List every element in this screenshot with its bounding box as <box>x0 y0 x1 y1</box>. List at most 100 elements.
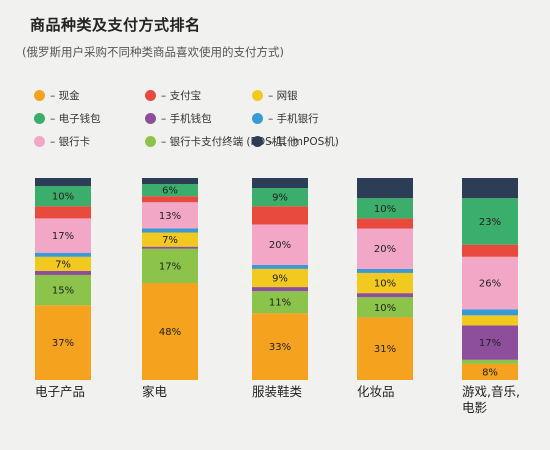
legend-item: – 银行卡支付终端 (POS机、mPOS机) <box>145 134 339 149</box>
bar-segment <box>252 224 308 265</box>
bar-segment <box>252 287 308 292</box>
legend-label: – 支付宝 <box>161 90 202 102</box>
bar-segment <box>35 252 91 257</box>
data-label: 10% <box>374 303 396 314</box>
bar-segment <box>142 283 198 380</box>
bar-segment <box>35 270 91 275</box>
bar-segment <box>35 274 91 306</box>
chart-subtitle: (俄罗斯用户采购不同种类商品喜欢使用的支付方式) <box>22 45 284 59</box>
legend-label: – 银行卡支付终端 (POS机、mPOS机) <box>161 136 339 148</box>
legend-label: – 网银 <box>268 90 298 102</box>
legend-label: – 银行卡 <box>50 136 91 148</box>
legend-item: – 手机钱包 <box>145 111 212 126</box>
data-label: 17% <box>52 231 74 242</box>
category-label: 游戏,音乐, <box>462 384 520 399</box>
legend-item: – 其他 <box>252 134 298 149</box>
bar-segment <box>142 196 198 203</box>
bar-segment <box>357 228 413 269</box>
legend: – 现金 – 电子钱包 – 银行卡 – 支付宝 – 手机钱包 – 银行卡支付终端 (POS… <box>0 0 550 170</box>
bar-segment <box>142 248 198 284</box>
data-label: 13% <box>159 211 181 222</box>
bar-segment <box>252 291 308 314</box>
legend-item: – 电子钱包 <box>34 111 101 126</box>
data-label: 7% <box>55 259 71 270</box>
data-label: 8% <box>482 367 498 378</box>
legend-label: – 电子钱包 <box>50 113 101 125</box>
legend-swatch-icon <box>34 90 45 101</box>
data-label: 6% <box>162 186 178 197</box>
data-label: 37% <box>52 338 74 349</box>
category-label: 服装鞋类 <box>252 384 303 399</box>
legend-item: – 现金 <box>34 88 80 103</box>
legend-swatch-icon <box>34 136 45 147</box>
bar-segment <box>35 186 91 207</box>
data-label: 20% <box>269 240 291 251</box>
bar-segment <box>357 317 413 380</box>
data-label: 9% <box>272 273 288 284</box>
bar-segment <box>252 206 308 225</box>
bar-segment <box>462 178 518 199</box>
legend-swatch-icon <box>145 136 156 147</box>
bar-segment <box>462 359 518 364</box>
data-label: 20% <box>374 244 396 255</box>
legend-swatch-icon <box>145 90 156 101</box>
data-label: 10% <box>374 279 396 290</box>
bar-segment <box>462 244 518 257</box>
category-label: 家电 <box>142 384 168 399</box>
bar-segment <box>252 313 308 380</box>
bar-segment <box>252 178 308 189</box>
legend-swatch-icon <box>145 113 156 124</box>
bar-segment <box>35 218 91 253</box>
legend-label: – 手机银行 <box>268 113 319 125</box>
legend-label: – 现金 <box>50 90 80 102</box>
bar-segment <box>357 178 413 199</box>
bar-segment <box>142 178 198 185</box>
bar-segment <box>252 268 308 288</box>
data-label: 7% <box>162 235 178 246</box>
bar-segment <box>142 202 198 229</box>
legend-item: – 手机银行 <box>252 111 319 126</box>
data-label: 48% <box>159 327 181 338</box>
bar-segment <box>35 178 91 187</box>
data-label: 26% <box>479 279 501 290</box>
bar-segment <box>142 246 198 249</box>
bar-segment <box>357 198 413 219</box>
legend-swatch-icon <box>252 113 263 124</box>
bar-segment <box>462 198 518 245</box>
chart-title: 商品种类及支付方式排名 <box>30 16 201 34</box>
bar-segment <box>142 184 198 197</box>
bar-segment <box>462 325 518 360</box>
legend-item: – 支付宝 <box>145 88 201 103</box>
bar-segment <box>357 272 413 294</box>
bar-segment <box>357 268 413 273</box>
data-label: 9% <box>272 193 288 204</box>
bar-segment <box>35 305 91 380</box>
category-label: 电子产品 <box>35 384 85 399</box>
bar-segment <box>252 264 308 269</box>
bar-segment <box>142 232 198 247</box>
bar-segment <box>462 256 518 310</box>
bar-segment <box>462 315 518 326</box>
legend-swatch-icon <box>252 90 263 101</box>
legend-item: – 银行卡 <box>34 134 90 149</box>
legend-item: – 网银 <box>252 88 298 103</box>
data-label: 15% <box>52 286 74 297</box>
legend-label: – 其他 <box>268 136 298 148</box>
data-label: 17% <box>479 338 501 349</box>
data-label: 17% <box>159 261 181 272</box>
data-label: 11% <box>269 298 291 309</box>
bar-segment <box>35 256 91 271</box>
data-label: 10% <box>52 192 74 203</box>
data-label: 23% <box>479 217 501 228</box>
bar-segment <box>462 363 518 380</box>
legend-label: – 手机钱包 <box>161 113 212 125</box>
data-label: 31% <box>374 344 396 355</box>
data-label: 10% <box>374 204 396 215</box>
bar-segment <box>357 293 413 298</box>
data-label: 33% <box>269 342 291 353</box>
bar-segment <box>357 297 413 318</box>
bar-segment <box>35 206 91 219</box>
bar-segment <box>252 188 308 207</box>
legend-swatch-icon <box>252 136 263 147</box>
